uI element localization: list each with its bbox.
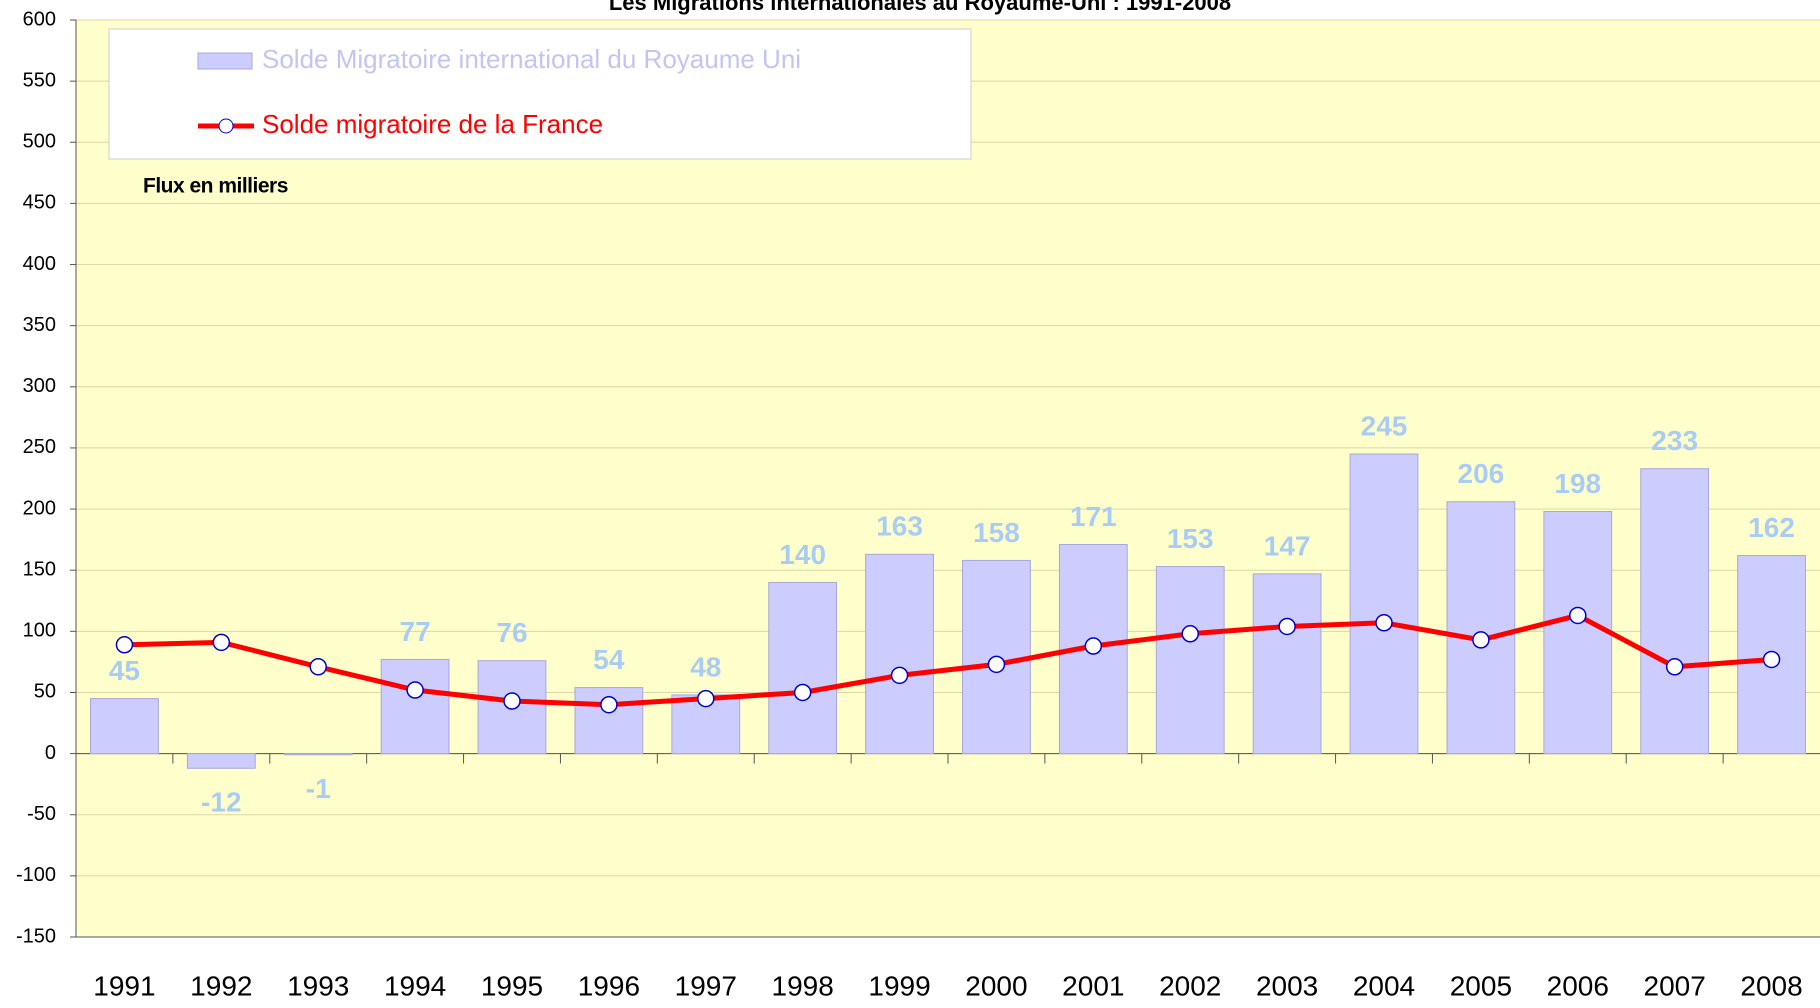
line-marker xyxy=(503,692,521,710)
x-tick-label: 2005 xyxy=(1450,970,1512,1001)
data-label: 198 xyxy=(1554,468,1601,499)
y-tick-label: 50 xyxy=(34,681,56,703)
annotation: Flux en milliers xyxy=(143,175,288,198)
y-tick-label: 250 xyxy=(23,436,56,458)
legend-box xyxy=(108,28,972,160)
line-marker xyxy=(1762,650,1781,669)
data-label: 153 xyxy=(1167,523,1214,554)
bar xyxy=(90,698,159,755)
bar xyxy=(186,753,256,769)
y-tick-label: 350 xyxy=(23,314,56,336)
y-tick-label: 200 xyxy=(23,497,56,519)
line-marker xyxy=(1181,625,1199,643)
x-tick-label: 1993 xyxy=(287,970,349,1001)
data-label: 206 xyxy=(1458,458,1505,489)
line xyxy=(124,612,1772,708)
legend-label: Solde migratoire de la France xyxy=(262,109,603,139)
y-tick-label: -50 xyxy=(27,803,56,825)
legend-swatch xyxy=(197,52,253,70)
y-tick-label: -100 xyxy=(16,864,56,886)
bar xyxy=(1252,573,1322,755)
bar xyxy=(1446,501,1516,755)
data-label: 76 xyxy=(496,617,527,648)
y-tick-label: 100 xyxy=(23,620,56,642)
bar xyxy=(1640,468,1710,755)
line-marker xyxy=(1278,617,1296,636)
data-label: 171 xyxy=(1070,501,1117,532)
x-tick-label: 1996 xyxy=(578,970,640,1001)
x-tick-label: 1997 xyxy=(675,970,737,1001)
chart-title: Les Migrations internationales au Royaum… xyxy=(609,0,1231,15)
data-label: 54 xyxy=(593,644,625,675)
data-label: 162 xyxy=(1748,512,1795,543)
line-marker xyxy=(115,636,134,654)
line-marker xyxy=(406,681,424,699)
bar xyxy=(865,553,934,755)
y-tick-label: 300 xyxy=(23,375,56,397)
x-tick-label: 2002 xyxy=(1159,970,1221,1001)
plot-area xyxy=(76,20,1820,937)
x-tick-label: 2001 xyxy=(1062,970,1124,1001)
x-tick-label: 2006 xyxy=(1547,970,1609,1001)
x-tick-label: 2004 xyxy=(1353,970,1415,1001)
x-tick-label: 2000 xyxy=(965,970,1027,1001)
bar xyxy=(1543,511,1613,755)
line-marker xyxy=(1084,637,1103,655)
line-marker xyxy=(212,633,231,652)
x-tick-label: 2003 xyxy=(1256,970,1318,1001)
bar xyxy=(283,753,353,756)
line-marker xyxy=(600,695,618,714)
x-tick-label: 1991 xyxy=(93,970,155,1001)
x-tick-label: 1992 xyxy=(190,970,252,1001)
bar xyxy=(768,581,838,755)
bar xyxy=(380,658,450,755)
legend-label: Solde Migratoire international du Royaum… xyxy=(262,44,801,74)
y-tick-label: 500 xyxy=(23,131,56,153)
x-tick-label: 1999 xyxy=(868,970,930,1001)
x-tick-label: 1994 xyxy=(384,970,446,1001)
line-marker xyxy=(697,689,715,708)
y-tick-label: 400 xyxy=(23,253,56,275)
data-label: 77 xyxy=(400,616,431,647)
y-tick-label: -150 xyxy=(16,925,56,947)
x-tick-label: 2007 xyxy=(1644,970,1706,1001)
line-marker xyxy=(1665,658,1684,676)
data-label: -1 xyxy=(306,773,331,804)
data-label: 233 xyxy=(1651,425,1698,456)
line-marker xyxy=(1375,614,1393,632)
legend-marker xyxy=(218,118,234,134)
data-label: 147 xyxy=(1264,530,1311,561)
data-label: 245 xyxy=(1361,410,1408,441)
data-label: 45 xyxy=(109,655,140,686)
data-label: 140 xyxy=(779,539,826,570)
y-tick-label: 0 xyxy=(45,742,56,764)
line-marker xyxy=(1472,631,1490,649)
y-tick-label: 550 xyxy=(23,69,56,91)
x-tick-label: 1995 xyxy=(481,970,543,1001)
x-tick-label: 2008 xyxy=(1740,970,1802,1001)
y-tick-label: 150 xyxy=(23,558,56,580)
x-tick-label: 1998 xyxy=(772,970,834,1001)
line-marker xyxy=(890,666,909,685)
line-marker xyxy=(309,658,327,676)
line-marker xyxy=(1569,606,1587,625)
data-label: 48 xyxy=(690,651,721,682)
line-marker xyxy=(793,683,812,702)
y-tick-label: 450 xyxy=(23,192,56,214)
data-label: -12 xyxy=(201,787,241,818)
bar xyxy=(1155,566,1225,755)
data-label: 163 xyxy=(876,511,923,542)
bar xyxy=(1349,453,1419,755)
line-marker xyxy=(987,655,1006,674)
data-label: 158 xyxy=(973,517,1020,548)
y-tick-label: 600 xyxy=(23,8,56,30)
